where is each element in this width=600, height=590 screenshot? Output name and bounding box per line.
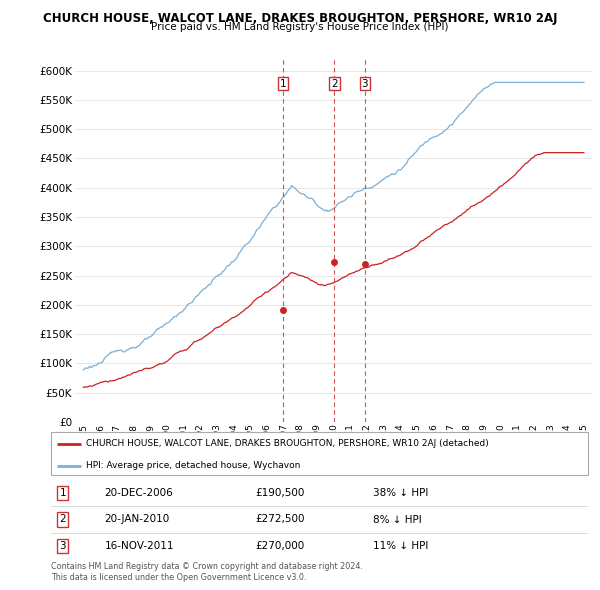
Text: 20-JAN-2010: 20-JAN-2010: [105, 514, 170, 525]
Text: 38% ↓ HPI: 38% ↓ HPI: [373, 488, 428, 498]
Text: Price paid vs. HM Land Registry's House Price Index (HPI): Price paid vs. HM Land Registry's House …: [151, 22, 449, 32]
Text: £270,000: £270,000: [255, 541, 304, 551]
Point: [278, 306, 288, 315]
Text: 2: 2: [59, 514, 66, 525]
Point: [329, 258, 339, 267]
Text: 3: 3: [362, 78, 368, 88]
Text: 16-NOV-2011: 16-NOV-2011: [105, 541, 174, 551]
Text: 2: 2: [331, 78, 338, 88]
Text: 20-DEC-2006: 20-DEC-2006: [105, 488, 173, 498]
Text: 1: 1: [280, 78, 286, 88]
Point: [360, 259, 370, 268]
Text: CHURCH HOUSE, WALCOT LANE, DRAKES BROUGHTON, PERSHORE, WR10 2AJ (detached): CHURCH HOUSE, WALCOT LANE, DRAKES BROUGH…: [86, 440, 488, 448]
Text: HPI: Average price, detached house, Wychavon: HPI: Average price, detached house, Wych…: [86, 461, 300, 470]
Text: 8% ↓ HPI: 8% ↓ HPI: [373, 514, 422, 525]
Text: £190,500: £190,500: [255, 488, 304, 498]
Text: £272,500: £272,500: [255, 514, 305, 525]
Text: 3: 3: [59, 541, 66, 551]
Text: 1: 1: [59, 488, 66, 498]
Text: CHURCH HOUSE, WALCOT LANE, DRAKES BROUGHTON, PERSHORE, WR10 2AJ: CHURCH HOUSE, WALCOT LANE, DRAKES BROUGH…: [43, 12, 557, 25]
Text: Contains HM Land Registry data © Crown copyright and database right 2024.
This d: Contains HM Land Registry data © Crown c…: [51, 562, 363, 582]
Text: 11% ↓ HPI: 11% ↓ HPI: [373, 541, 428, 551]
